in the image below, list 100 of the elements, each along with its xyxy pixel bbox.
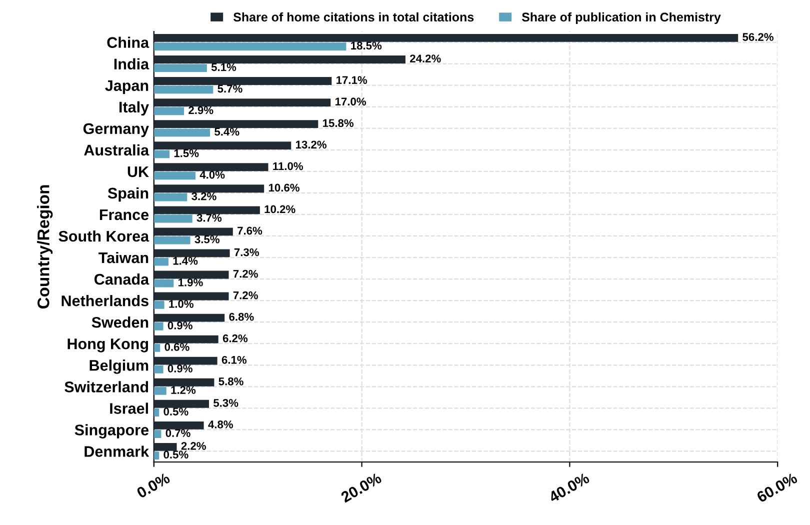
data-label: 5.7% — [218, 84, 242, 93]
bar — [154, 322, 164, 330]
data-label: 3.7% — [196, 214, 222, 222]
data-label: 4.0% — [200, 170, 225, 179]
bar — [154, 249, 230, 258]
bar — [154, 387, 166, 395]
data-label: 1.0% — [169, 300, 194, 308]
y-tick-label: Italy — [119, 101, 149, 116]
bar — [154, 206, 260, 214]
bar — [154, 184, 264, 193]
bar — [154, 86, 214, 94]
data-label: 0.5% — [164, 408, 188, 416]
data-label: 0.7% — [166, 429, 190, 437]
data-label: 0.9% — [168, 322, 192, 330]
y-tick-label: Hong Kong — [68, 338, 148, 352]
y-tick-label: Netherlands — [62, 295, 148, 306]
bar — [154, 107, 184, 116]
y-tick-label: France — [100, 209, 149, 220]
bar — [154, 77, 332, 85]
data-label: 7.6% — [238, 226, 262, 235]
y-tick-label: Canada — [94, 274, 150, 285]
data-label: 5.3% — [214, 398, 238, 407]
data-label: 17.1% — [336, 76, 368, 84]
bar — [154, 34, 738, 42]
legend-label: Share of home citations in total citations — [233, 12, 474, 22]
bar — [154, 236, 190, 244]
y-tick-label: Switzerland — [64, 381, 148, 392]
bar — [154, 442, 177, 451]
data-label: 1.9% — [178, 278, 203, 286]
bar — [154, 356, 218, 365]
y-tick-label: South Korea — [58, 230, 150, 242]
data-label: 1.5% — [174, 149, 199, 158]
data-label: 11.0% — [273, 162, 304, 170]
data-label: 6.1% — [222, 356, 247, 364]
data-label: 10.2% — [264, 205, 296, 214]
y-tick-label: Japan — [105, 80, 148, 94]
bar — [154, 335, 218, 344]
data-label: 5.4% — [214, 128, 240, 136]
data-label: 10.6% — [268, 184, 300, 192]
data-label: 3.2% — [192, 192, 216, 200]
data-label: 17.0% — [335, 98, 366, 106]
data-label: 3.5% — [194, 235, 220, 244]
data-label: 2.2% — [181, 442, 206, 450]
data-label: 13.2% — [296, 140, 326, 149]
bar — [154, 98, 331, 106]
bar — [154, 292, 229, 300]
y-axis-title: Country/Region — [37, 185, 53, 309]
data-label: 0.5% — [164, 450, 188, 459]
bar — [154, 163, 268, 172]
data-label: 7.3% — [234, 248, 259, 256]
bar — [154, 430, 162, 438]
data-label: 1.4% — [173, 256, 198, 265]
y-tick-label: India — [114, 58, 150, 70]
y-tick-label: Sweden — [92, 316, 148, 328]
y-tick-label: Germany — [83, 123, 149, 138]
y-tick-label: Taiwan — [98, 252, 148, 264]
y-tick-label: Israel — [110, 402, 148, 414]
data-label: 6.2% — [222, 334, 248, 342]
bar — [154, 214, 192, 223]
bar — [154, 365, 164, 374]
bar — [154, 228, 233, 236]
data-label: 18.5% — [351, 42, 382, 50]
bar — [154, 421, 204, 430]
data-label: 5.1% — [211, 63, 236, 72]
bar — [154, 42, 346, 51]
data-label: 4.8% — [208, 420, 233, 428]
bar — [154, 172, 196, 180]
data-label: 7.2% — [233, 270, 258, 278]
y-tick-label: Spain — [108, 187, 148, 202]
data-label: 15.8% — [323, 119, 354, 128]
bar — [154, 408, 160, 416]
bar — [154, 193, 188, 202]
y-tick-label: China — [107, 36, 150, 48]
bar — [154, 314, 225, 322]
bar — [154, 378, 214, 386]
data-label: 6.8% — [229, 312, 254, 321]
data-label: 0.9% — [168, 364, 192, 372]
bar — [154, 279, 174, 288]
bar — [154, 56, 406, 64]
bar — [154, 452, 160, 460]
data-label: 56.2% — [742, 33, 774, 41]
data-label: 0.6% — [164, 343, 190, 351]
bar — [154, 142, 292, 150]
y-tick-label: UK — [128, 166, 149, 178]
bar — [154, 64, 207, 72]
y-tick-label: Australia — [84, 144, 150, 156]
bar — [154, 258, 168, 266]
data-label: 5.8% — [218, 377, 244, 386]
y-tick-label: Singapore — [74, 424, 149, 438]
bar — [154, 400, 209, 408]
bar — [154, 120, 318, 128]
y-tick-label: Denmark — [84, 446, 150, 457]
legend-label: Share of publication in Chemistry — [522, 12, 721, 24]
data-label: 7.2% — [233, 291, 258, 300]
bar — [154, 150, 170, 158]
data-label: 2.9% — [188, 106, 214, 114]
bar — [154, 128, 210, 137]
data-label: 1.2% — [171, 386, 196, 394]
y-tick-label: Belgium — [90, 360, 148, 374]
bar — [154, 300, 164, 309]
